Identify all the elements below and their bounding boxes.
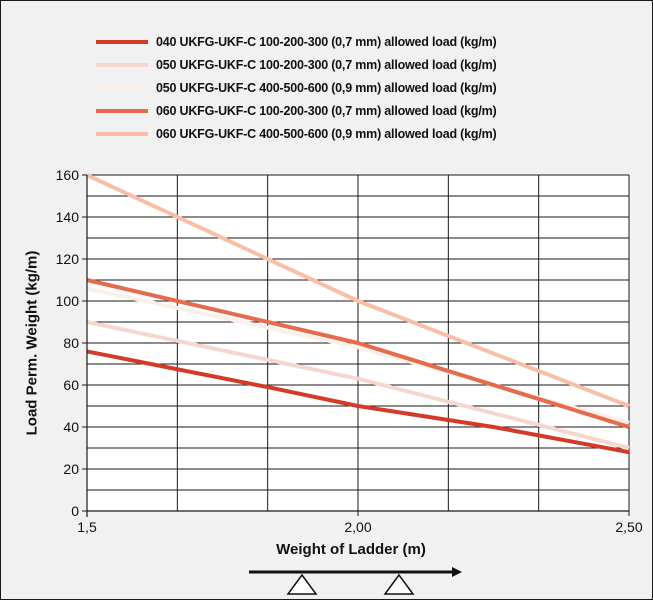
series-line — [86, 349, 630, 455]
legend-swatch — [96, 131, 148, 136]
y-tick-label: 140 — [56, 209, 80, 225]
legend-label: 050 UKFG-UKF-C 100-200-300 (0,7 mm) allo… — [156, 57, 497, 72]
legend-item: 050 UKFG-UKF-C 400-500-600 (0,9 mm) allo… — [96, 76, 596, 99]
support-triangle-icon — [383, 573, 415, 595]
legend-swatch — [96, 39, 148, 44]
legend-label: 060 UKFG-UKF-C 400-500-600 (0,9 mm) allo… — [156, 126, 497, 141]
legend-label: 060 UKFG-UKF-C 100-200-300 (0,7 mm) allo… — [156, 103, 497, 118]
legend-label: 040 UKFG-UKF-C 100-200-300 (0,7 mm) allo… — [156, 34, 497, 49]
legend-item: 060 UKFG-UKF-C 100-200-300 (0,7 mm) allo… — [96, 99, 596, 122]
x-tick-label: 1,5 — [77, 519, 97, 535]
x-axis-label-box: Weight of Ladder (m) — [249, 541, 453, 559]
x-tick-label: 2,00 — [344, 519, 371, 535]
x-axis-label: Weight of Ladder (m) — [276, 541, 426, 558]
y-tick-label: 20 — [63, 461, 79, 477]
y-tick-label: 160 — [56, 167, 80, 183]
y-tick-label: 60 — [63, 377, 79, 393]
y-axis-label: Load Perm. Weight (kg/m) — [23, 250, 41, 436]
legend-item: 050 UKFG-UKF-C 100-200-300 (0,7 mm) allo… — [96, 53, 596, 76]
legend-swatch — [96, 85, 148, 90]
legend-swatch — [96, 62, 148, 67]
series-line — [86, 173, 630, 408]
series-line — [86, 278, 630, 429]
legend-label: 050 UKFG-UKF-C 400-500-600 (0,9 mm) allo… — [156, 80, 497, 95]
legend: 040 UKFG-UKF-C 100-200-300 (0,7 mm) allo… — [96, 30, 596, 145]
y-tick-label: 120 — [56, 251, 80, 267]
series-line — [86, 320, 630, 450]
legend-swatch — [96, 108, 148, 113]
arrow-head-icon — [452, 567, 462, 577]
support-triangle-icon — [286, 573, 318, 595]
legend-item: 060 UKFG-UKF-C 400-500-600 (0,9 mm) allo… — [96, 122, 596, 145]
y-tick-label: 40 — [63, 419, 79, 435]
y-tick-label: 0 — [71, 503, 79, 519]
x-tick-label: 2,50 — [615, 519, 642, 535]
y-tick-label: 80 — [63, 335, 79, 351]
legend-item: 040 UKFG-UKF-C 100-200-300 (0,7 mm) allo… — [96, 30, 596, 53]
y-tick-label: 100 — [56, 293, 80, 309]
